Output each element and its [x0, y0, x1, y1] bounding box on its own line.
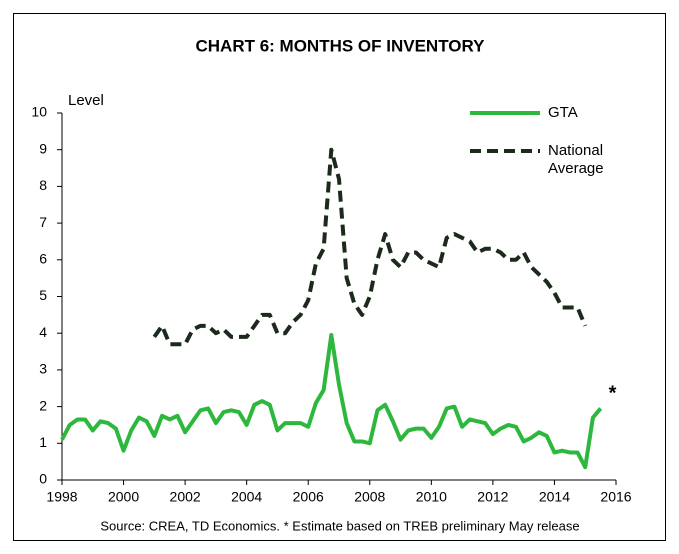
x-tick-label: 2012	[477, 489, 508, 505]
y-tick-label: 6	[39, 251, 47, 267]
line-series	[152, 147, 588, 347]
x-tick-label: 2016	[600, 489, 631, 505]
line-series	[60, 333, 603, 470]
y-tick-label: 8	[39, 177, 47, 193]
x-tick-label: 2008	[354, 489, 385, 505]
y-axis-label: Level	[68, 92, 104, 109]
y-tick-label: 1	[39, 434, 47, 450]
chart-title: CHART 6: MONTHS OF INVENTORY	[195, 36, 485, 55]
x-tick-label: 2002	[170, 489, 201, 505]
y-tick-label: 2	[39, 397, 47, 413]
y-tick-label: 4	[39, 324, 47, 340]
chart-border	[13, 13, 666, 541]
y-tick-label: 10	[31, 104, 47, 120]
legend-label: National Average	[548, 142, 604, 177]
y-tick-label: 0	[39, 471, 47, 487]
x-tick-label: 2010	[416, 489, 447, 505]
x-tick-label: 2014	[539, 489, 570, 505]
legend-label: GTA	[548, 104, 578, 121]
y-tick-label: 5	[39, 287, 47, 303]
y-tick-label: 9	[39, 140, 47, 156]
source-note: Source: CREA, TD Economics. * Estimate b…	[100, 518, 579, 533]
y-tick-label: 3	[39, 361, 47, 377]
x-tick-label: 2004	[231, 489, 262, 505]
y-tick-label: 7	[39, 214, 47, 230]
annotation: *	[609, 383, 617, 405]
x-tick-label: 2000	[108, 489, 139, 505]
x-tick-label: 2006	[293, 489, 324, 505]
x-tick-label: 1998	[46, 489, 77, 505]
